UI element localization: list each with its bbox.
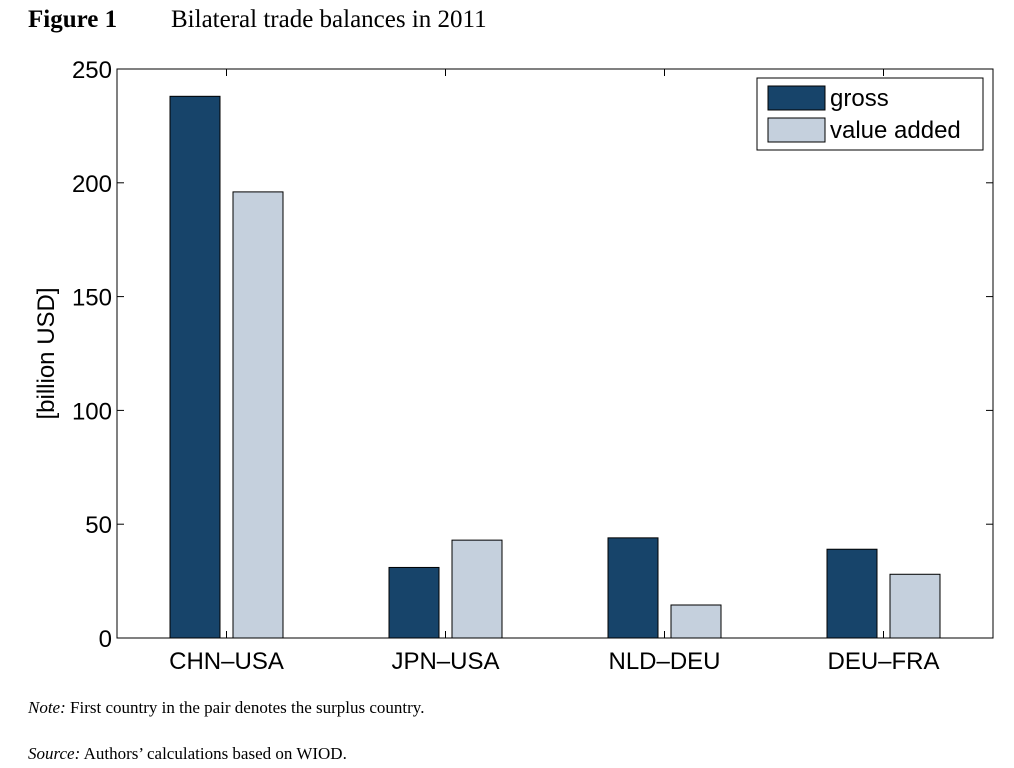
note-text: First country in the pair denotes the su… — [70, 698, 425, 717]
figure-source: Source: Authors’ calculations based on W… — [28, 744, 347, 764]
figure-note: Note: First country in the pair denotes … — [28, 698, 424, 718]
bar-chart: 0 50 100 150 200 250 [billion USD] CHN–USA JPN–U… — [33, 57, 994, 675]
y-tick-label: 250 — [72, 57, 112, 84]
y-tick-label: 150 — [72, 285, 112, 312]
bar-value-added-jpn-usa — [451, 539, 503, 639]
figure-header: Figure 1 Bilateral trade balances in 201… — [28, 6, 487, 34]
bar-gross-chn-usa — [169, 95, 221, 639]
note-label: Note: — [28, 698, 66, 717]
figure-title: Bilateral trade balances in 2011 — [171, 6, 487, 33]
legend-swatch-gross — [767, 85, 826, 111]
x-category-label: JPN–USA — [391, 648, 499, 675]
bar-gross-nld-deu — [607, 537, 659, 639]
y-tick-label: 200 — [72, 171, 112, 198]
y-tick-label: 100 — [72, 398, 112, 425]
bar-gross-deu-fra — [826, 548, 878, 639]
figure-label: Figure 1 — [28, 6, 118, 33]
y-axis-label: [billion USD] — [33, 287, 60, 419]
y-tick-label: 0 — [99, 626, 112, 653]
y-tick-label: 50 — [85, 512, 112, 539]
x-category-label: NLD–DEU — [608, 648, 720, 675]
bar-gross-jpn-usa — [388, 566, 440, 639]
legend-swatch-value-added — [767, 117, 826, 143]
bar-value-added-nld-deu — [670, 604, 722, 639]
legend-label-value-added: value added — [830, 117, 961, 144]
plot-area-frame — [116, 68, 994, 639]
x-category-label: DEU–FRA — [827, 648, 939, 675]
x-category-label: CHN–USA — [169, 648, 284, 675]
bar-value-added-chn-usa — [232, 191, 284, 639]
legend-label-gross: gross — [830, 85, 889, 112]
source-text: Authors’ calculations based on WIOD. — [83, 744, 347, 763]
bar-value-added-deu-fra — [889, 573, 941, 639]
source-label: Source: — [28, 744, 81, 763]
